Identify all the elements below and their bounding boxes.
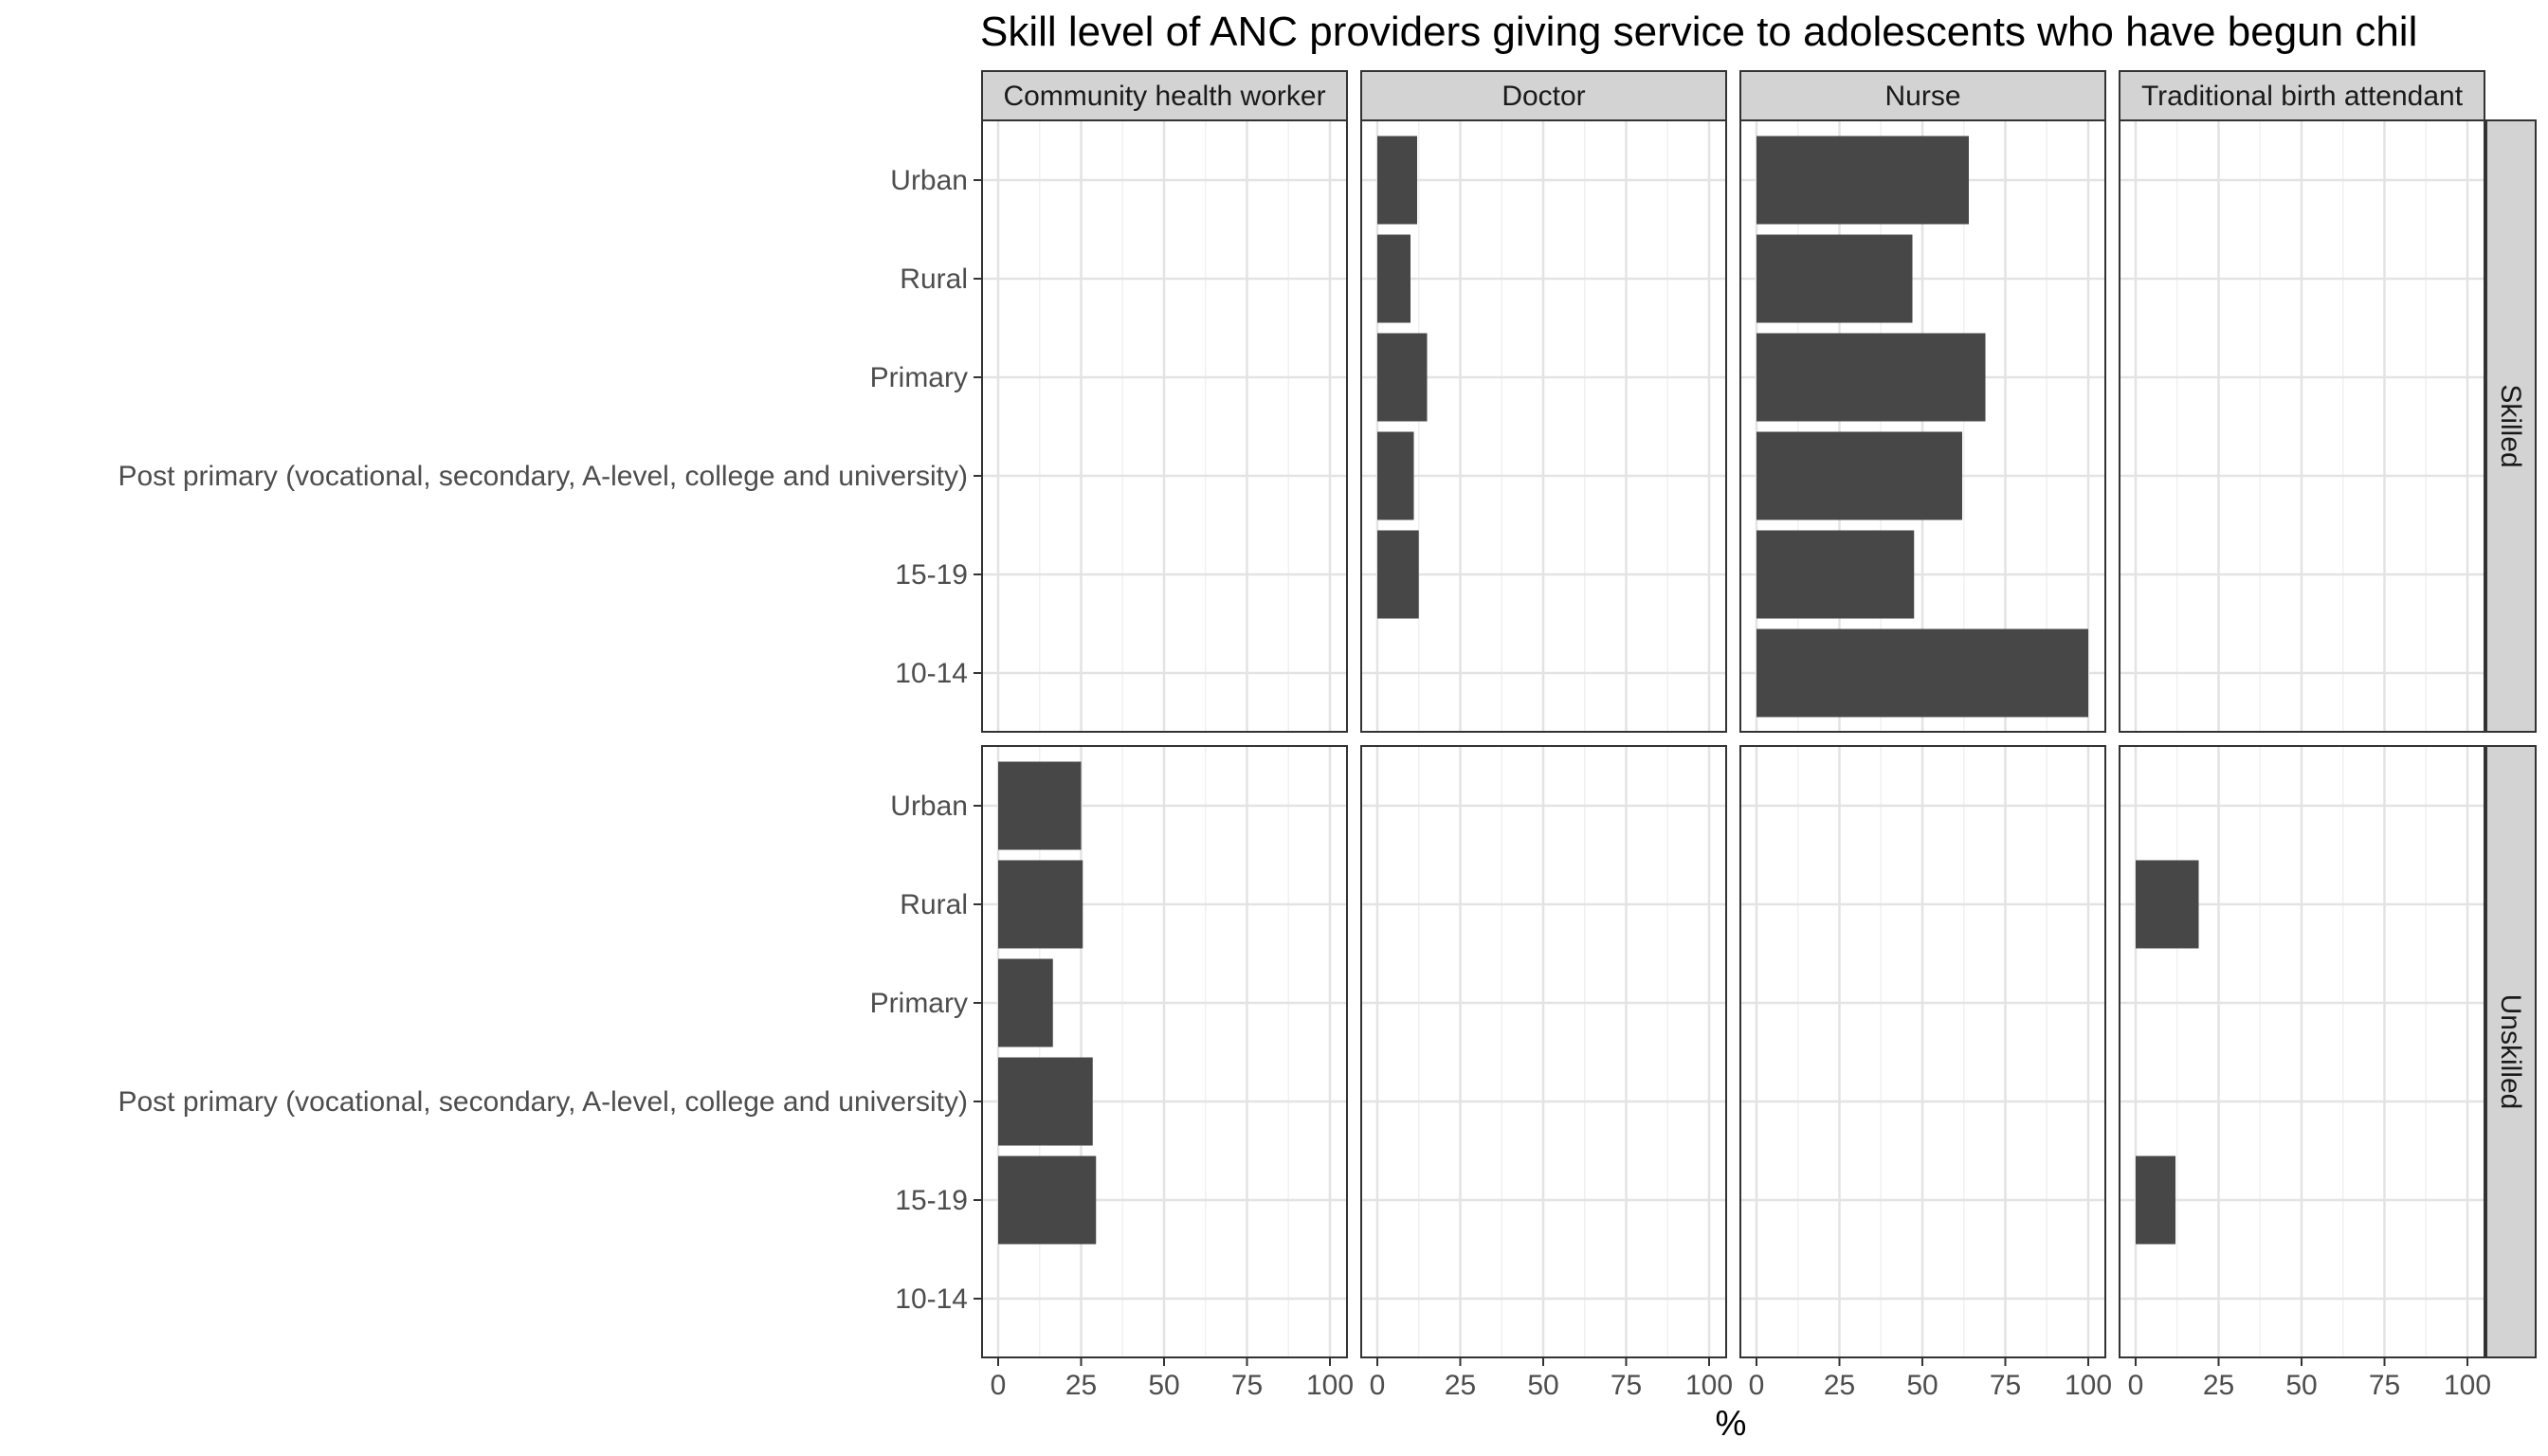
x-axis-title: % — [1716, 1404, 1747, 1443]
facet-strip-label: Unskilled — [2495, 994, 2526, 1110]
bar-15-19 — [1756, 530, 1915, 619]
bar-primary — [1377, 333, 1428, 422]
x-tick-label: 25 — [1065, 1370, 1097, 1401]
facet-strip-label: Skilled — [2495, 384, 2526, 467]
x-tick-label: 100 — [1685, 1370, 1733, 1401]
bar-urban — [998, 761, 1082, 850]
facet-strip-label: Traditional birth attendant — [2141, 81, 2464, 112]
facet-strip-traditional-birth-attendant — [2119, 70, 2485, 121]
x-tick-label: 0 — [2128, 1370, 2144, 1401]
x-tick-label: 100 — [1306, 1370, 1354, 1401]
bar-10-14 — [1756, 628, 2088, 718]
panel-border — [1360, 119, 1727, 733]
y-tick-label: Post primary (vocational, secondary, A-l… — [118, 461, 968, 492]
bar-urban — [1377, 136, 1417, 225]
facet-panels: Community health worker Doctor Nurse Tradit… — [118, 70, 2537, 1401]
panel-unskilled-community-health-worker — [981, 745, 1348, 1358]
facet-strip-unskilled — [2485, 745, 2537, 1358]
y-tick-label: 15-19 — [895, 1185, 968, 1216]
x-tick-label: 0 — [1370, 1370, 1386, 1401]
y-tick-label: 10-14 — [895, 1283, 968, 1315]
x-tick-label: 75 — [2369, 1370, 2400, 1401]
panel-skilled-traditional-birth-attendant — [2119, 119, 2485, 733]
x-tick-label: 0 — [991, 1370, 1007, 1401]
x-tick-label: 75 — [1231, 1370, 1263, 1401]
bar-post-primary-vocational-secondary-a-level-college-and-university — [1756, 431, 1962, 520]
x-tick-label: 25 — [1445, 1370, 1476, 1401]
facet-strip-label: Doctor — [1502, 81, 1585, 112]
facet-strip-label: Nurse — [1884, 81, 1960, 112]
panel-skilled-nurse — [1739, 119, 2106, 733]
x-tick-label: 25 — [1824, 1370, 1855, 1401]
panel-skilled-doctor — [1360, 119, 1727, 733]
panel-unskilled-doctor — [1360, 745, 1727, 1358]
bar-post-primary-vocational-secondary-a-level-college-and-university — [1377, 431, 1414, 520]
chart-title: Skill level of ANC providers giving serv… — [980, 9, 2417, 55]
x-tick-label: 50 — [2285, 1370, 2317, 1401]
panel-border — [981, 119, 1348, 733]
y-tick-label: Post primary (vocational, secondary, A-l… — [118, 1086, 968, 1118]
y-tick-label: 10-14 — [895, 658, 968, 689]
x-tick-label: 25 — [2203, 1370, 2234, 1401]
y-tick-label: Rural — [900, 889, 968, 920]
x-tick-label: 50 — [1148, 1370, 1179, 1401]
x-tick-label: 75 — [1611, 1370, 1642, 1401]
panel-border — [1739, 119, 2106, 733]
bar-rural — [1377, 234, 1410, 323]
bar-post-primary-vocational-secondary-a-level-college-and-university — [998, 1057, 1093, 1146]
panel-unskilled-traditional-birth-attendant — [2119, 745, 2485, 1358]
bar-primary — [998, 958, 1053, 1047]
bar-15-19 — [2136, 1156, 2175, 1245]
panel-skilled-community-health-worker — [981, 119, 1348, 733]
bar-15-19 — [1377, 530, 1419, 619]
x-tick-label: 50 — [1527, 1370, 1558, 1401]
facet-strip-label: Community health worker — [1003, 81, 1325, 112]
x-tick-label: 75 — [1990, 1370, 2021, 1401]
bar-rural — [1756, 234, 1913, 323]
bar-15-19 — [998, 1156, 1097, 1245]
bar-primary — [1756, 333, 1986, 422]
x-tick-label: 0 — [1749, 1370, 1765, 1401]
facet-strip-skilled — [2485, 119, 2537, 733]
x-tick-label: 100 — [2065, 1370, 2112, 1401]
bar-rural — [2136, 860, 2199, 949]
x-tick-label: 100 — [2444, 1370, 2491, 1401]
y-tick-label: Rural — [900, 264, 968, 295]
bar-urban — [1756, 136, 1969, 225]
facet-strip-nurse — [1739, 70, 2106, 121]
facet-strip-community-health-worker — [981, 70, 1348, 121]
x-tick-label: 50 — [1906, 1370, 1938, 1401]
y-tick-label: Primary — [870, 988, 968, 1019]
y-tick-label: Urban — [890, 791, 968, 822]
bar-rural — [998, 860, 1083, 949]
y-tick-label: 15-19 — [895, 559, 968, 591]
y-tick-label: Urban — [890, 165, 968, 196]
panel-unskilled-nurse — [1739, 745, 2106, 1358]
y-tick-label: Primary — [870, 362, 968, 393]
panel-border — [2119, 119, 2485, 733]
facet-strip-doctor — [1360, 70, 1727, 121]
